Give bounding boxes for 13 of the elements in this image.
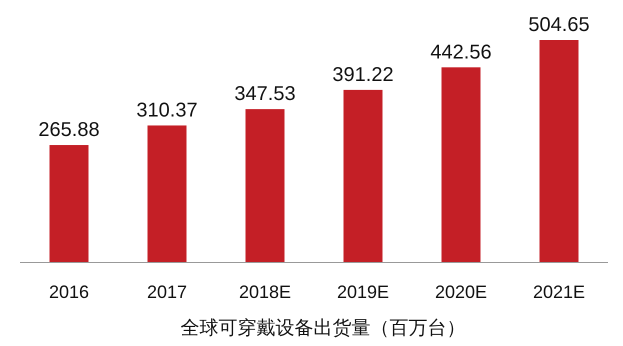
x-tick-label: 2020E (434, 282, 488, 302)
x-tick-label: 2021E (532, 282, 586, 302)
data-label: 347.53 (234, 83, 296, 106)
data-label: 504.65 (528, 14, 590, 36)
x-tick-label: 2016 (48, 282, 90, 302)
x-tick-label: 2019E (336, 282, 390, 302)
x-tick-label: 2017 (146, 282, 188, 302)
x-axis-title: 全球可穿戴设备出货量（百万台） (180, 317, 466, 339)
data-label: 265.88 (38, 119, 100, 142)
x-tick-label: 2018E (238, 282, 292, 302)
data-label: 391.22 (332, 64, 394, 86)
data-label: 310.37 (136, 99, 198, 122)
data-label: 442.56 (430, 41, 492, 64)
